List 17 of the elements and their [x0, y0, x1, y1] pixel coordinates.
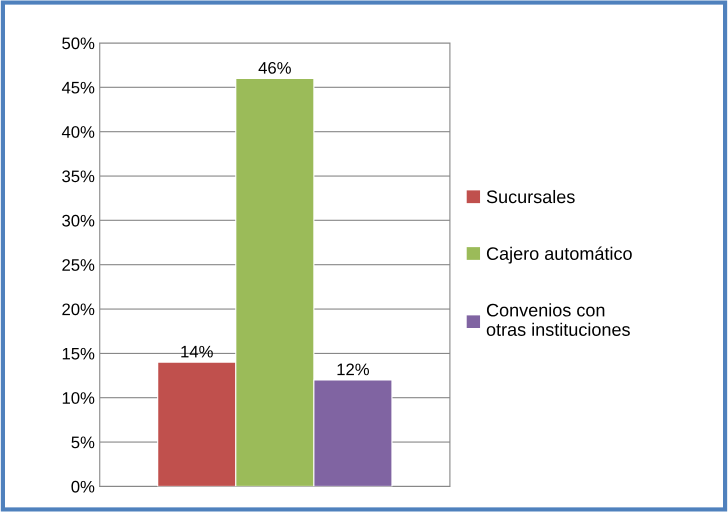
y-tick-label: 30%	[62, 214, 94, 227]
y-tick-label: 15%	[62, 348, 94, 360]
y-tick-label: 45%	[62, 82, 94, 94]
data-label: 46%	[258, 62, 291, 74]
y-tick-label: 20%	[62, 303, 94, 316]
data-label: 12%	[338, 364, 369, 376]
y-tick-label: 0%	[71, 480, 94, 493]
y-tick-label: 40%	[62, 126, 94, 138]
y-tick-label: 35%	[62, 170, 94, 182]
data-label: 14%	[181, 346, 213, 358]
y-tick-label: 5%	[71, 436, 94, 448]
y-tick-label: 50%	[62, 37, 94, 50]
legend-label: Sucursales	[486, 190, 575, 204]
legend-label: Convenios con otras instituciones	[486, 303, 630, 336]
y-tick-label: 10%	[62, 392, 94, 404]
y-tick-label: 25%	[62, 259, 94, 271]
legend-label: Cajero automático	[486, 246, 632, 264]
